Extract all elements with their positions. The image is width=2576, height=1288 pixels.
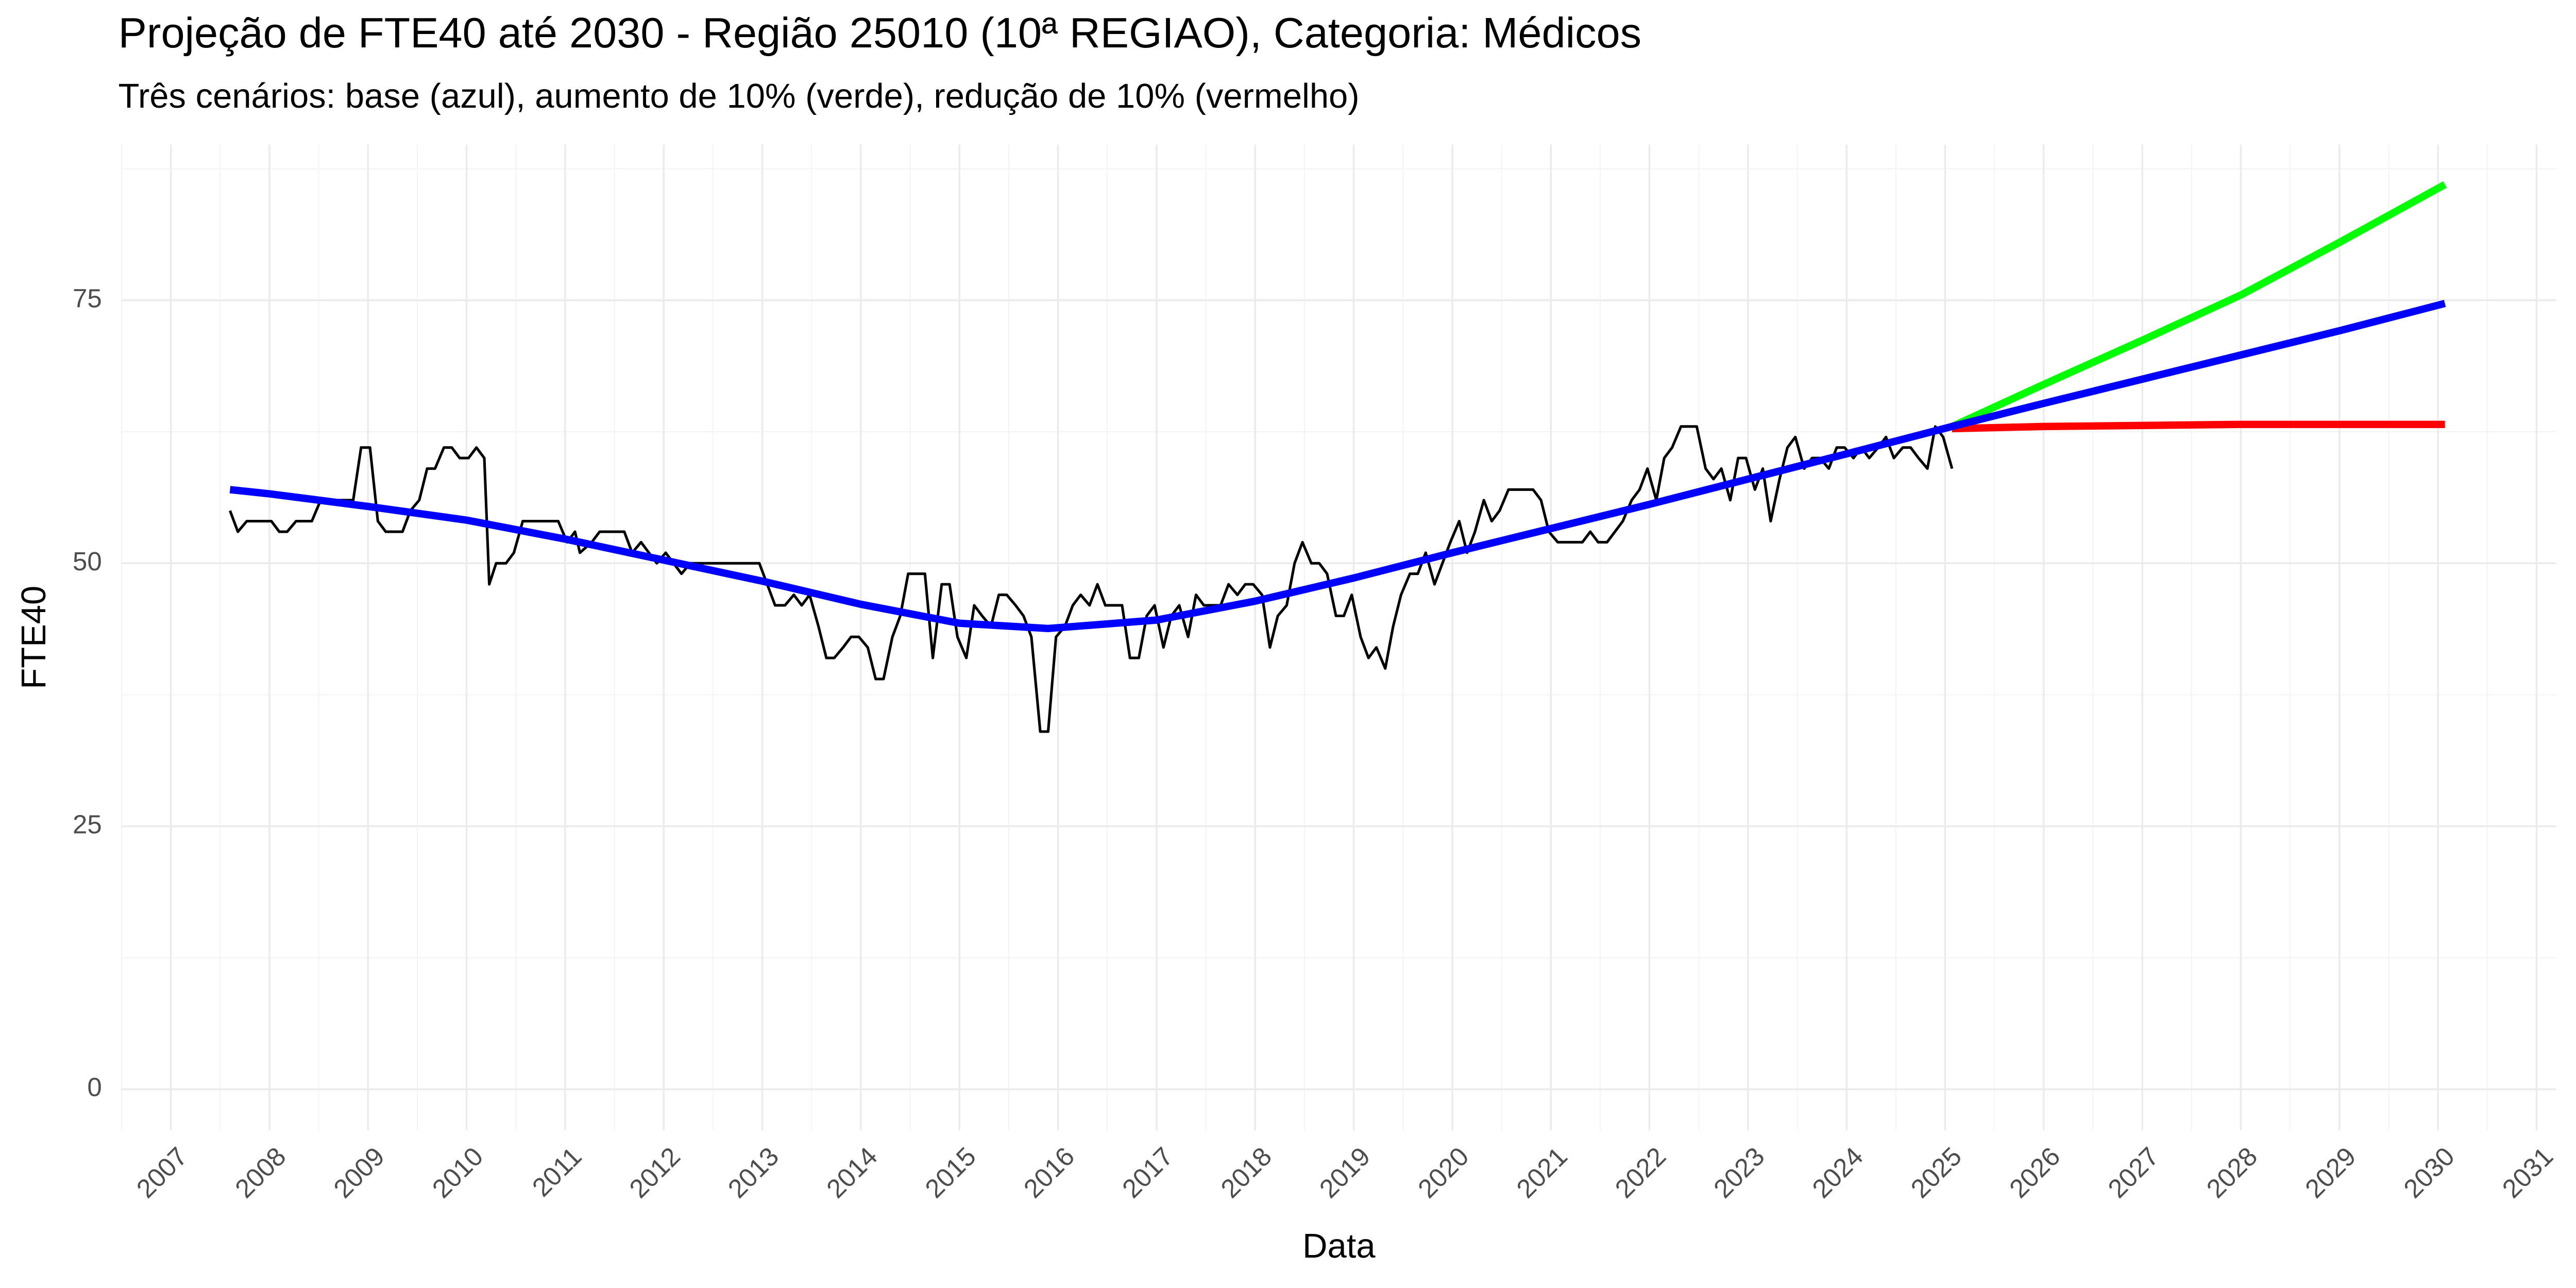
x-tick-label: 2010	[427, 1142, 489, 1204]
y-tick-label: 75	[73, 283, 102, 313]
x-tick-label: 2007	[131, 1142, 193, 1204]
grid	[121, 144, 2556, 1130]
x-tick-label: 2028	[2201, 1142, 2263, 1204]
x-tick-label: 2025	[1905, 1142, 1968, 1204]
y-tick-label: 25	[73, 809, 102, 839]
x-tick-label: 2016	[1018, 1142, 1080, 1204]
x-tick-label: 2015	[920, 1142, 982, 1204]
x-tick-label: 2020	[1412, 1142, 1475, 1204]
series-line	[229, 299, 2446, 633]
x-axis-label: Data	[1302, 1227, 1376, 1265]
chart-subtitle: Três cenários: base (azul), aumento de 1…	[118, 77, 1360, 115]
x-tick-label: 2023	[1708, 1142, 1770, 1204]
chart-title: Projeção de FTE40 até 2030 - Região 2501…	[118, 9, 1641, 57]
x-tick-label: 2030	[2398, 1142, 2460, 1204]
y-tick-label: 0	[87, 1073, 101, 1102]
x-tick-label: 2012	[624, 1142, 686, 1204]
x-tick-label: 2021	[1511, 1142, 1573, 1204]
x-tick-label: 2024	[1806, 1142, 1869, 1204]
x-tick-label: 2031	[2497, 1142, 2559, 1204]
x-tick-label: 2017	[1116, 1142, 1179, 1204]
series-line	[1950, 181, 2447, 430]
x-tick-label: 2018	[1215, 1142, 1277, 1204]
x-tick-label: 2027	[2102, 1142, 2164, 1204]
x-tick-label: 2014	[821, 1142, 883, 1204]
y-tick-label: 50	[73, 547, 102, 576]
x-tick-label: 2022	[1609, 1142, 1672, 1204]
series-line	[229, 425, 1954, 733]
x-tick-label: 2009	[328, 1142, 391, 1204]
x-tick-label: 2029	[2299, 1142, 2362, 1204]
x-tick-label: 2013	[722, 1142, 785, 1204]
x-tick-label: 2026	[2004, 1142, 2066, 1204]
x-tick-label: 2008	[229, 1142, 292, 1204]
y-axis-label: FTE40	[14, 586, 53, 689]
x-tick-label: 2011	[527, 1142, 587, 1202]
series-line	[1952, 420, 2445, 433]
lines	[229, 181, 2447, 733]
x-tick-label: 2019	[1314, 1142, 1376, 1204]
